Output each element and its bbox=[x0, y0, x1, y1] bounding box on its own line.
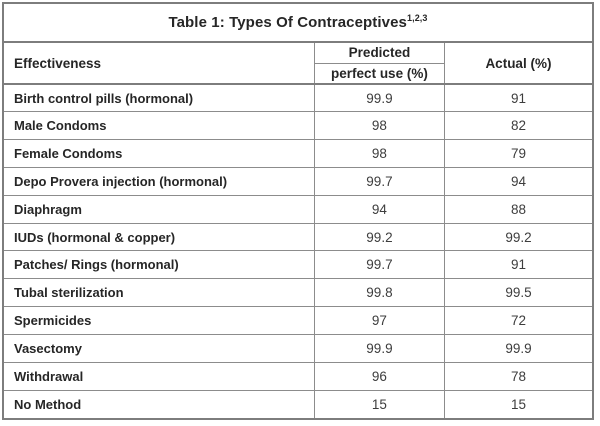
method-label: Diaphragm bbox=[4, 195, 315, 224]
table-row: Patches/ Rings (hormonal) 99.7 91 bbox=[4, 250, 592, 280]
actual-value: 99.9 bbox=[444, 334, 592, 363]
method-label: IUDs (hormonal & copper) bbox=[4, 223, 315, 252]
predicted-value: 15 bbox=[314, 390, 445, 418]
predicted-value: 99.7 bbox=[314, 167, 445, 196]
method-label: Depo Provera injection (hormonal) bbox=[4, 167, 315, 196]
table-row: Birth control pills (hormonal) 99.9 91 bbox=[4, 84, 592, 113]
predicted-value: 98 bbox=[314, 139, 445, 168]
column-header-actual: Actual (%) bbox=[444, 42, 592, 85]
predicted-value: 99.2 bbox=[314, 223, 445, 252]
table-row: Depo Provera injection (hormonal) 99.7 9… bbox=[4, 167, 592, 196]
method-label: Female Condoms bbox=[4, 139, 315, 168]
method-label: Vasectomy bbox=[4, 334, 315, 363]
actual-value: 88 bbox=[444, 195, 592, 224]
predicted-value: 97 bbox=[314, 306, 445, 335]
column-header-effectiveness: Effectiveness bbox=[4, 42, 315, 85]
table-title-text: Table 1: Types Of Contraceptives bbox=[168, 14, 407, 31]
table-row: Male Condoms 98 82 bbox=[4, 111, 592, 141]
predicted-value: 99.9 bbox=[314, 334, 445, 363]
method-label: Withdrawal bbox=[4, 362, 315, 391]
method-label: No Method bbox=[4, 390, 315, 418]
table-row: Diaphragm 94 88 bbox=[4, 195, 592, 224]
actual-value: 99.2 bbox=[444, 223, 592, 252]
table-title-superscript: 1,2,3 bbox=[407, 13, 428, 23]
table-title: Table 1: Types Of Contraceptives1,2,3 bbox=[4, 4, 592, 43]
predicted-value: 99.8 bbox=[314, 278, 445, 308]
header-row-top: Effectiveness Predicted Actual (%) bbox=[4, 42, 592, 85]
table-row: Female Condoms 98 79 bbox=[4, 139, 592, 168]
predicted-value: 98 bbox=[314, 111, 445, 141]
predicted-value: 94 bbox=[314, 195, 445, 224]
actual-value: 79 bbox=[444, 139, 592, 168]
actual-value: 94 bbox=[444, 167, 592, 196]
column-header-predicted: Predicted bbox=[314, 42, 445, 64]
method-label: Tubal sterilization bbox=[4, 278, 315, 308]
title-row: Table 1: Types Of Contraceptives1,2,3 bbox=[4, 4, 592, 43]
actual-value: 91 bbox=[444, 84, 592, 113]
actual-value: 15 bbox=[510, 396, 526, 412]
method-label: Birth control pills (hormonal) bbox=[4, 84, 315, 113]
column-header-perfect-use: perfect use (%) bbox=[314, 63, 445, 85]
method-label: Patches/ Rings (hormonal) bbox=[4, 250, 315, 280]
table-row: Vasectomy 99.9 99.9 bbox=[4, 334, 592, 363]
table-row: Withdrawal 96 78 bbox=[4, 362, 592, 391]
table-row: No Method 15 15 bbox=[4, 390, 592, 418]
actual-value: 82 bbox=[444, 111, 592, 141]
contraceptives-table-frame: Table 1: Types Of Contraceptives1,2,3 Ef… bbox=[2, 2, 594, 420]
method-label: Male Condoms bbox=[4, 111, 315, 141]
actual-value: 72 bbox=[444, 306, 592, 335]
header-row-bottom: perfect use (%) bbox=[4, 63, 592, 85]
actual-value: 78 bbox=[444, 362, 592, 391]
contraceptives-table: Table 1: Types Of Contraceptives1,2,3 Ef… bbox=[4, 4, 592, 418]
table-row: Tubal sterilization 99.8 99.5 bbox=[4, 278, 592, 308]
actual-value: 91 bbox=[444, 250, 592, 280]
predicted-value: 99.7 bbox=[314, 250, 445, 280]
actual-value: 99.5 bbox=[444, 278, 592, 308]
predicted-value: 99.9 bbox=[314, 84, 445, 113]
table-row: IUDs (hormonal & copper) 99.2 99.2 bbox=[4, 223, 592, 252]
method-label: Spermicides bbox=[4, 306, 315, 335]
predicted-value: 96 bbox=[314, 362, 445, 391]
table-row: Spermicides 97 72 bbox=[4, 306, 592, 335]
